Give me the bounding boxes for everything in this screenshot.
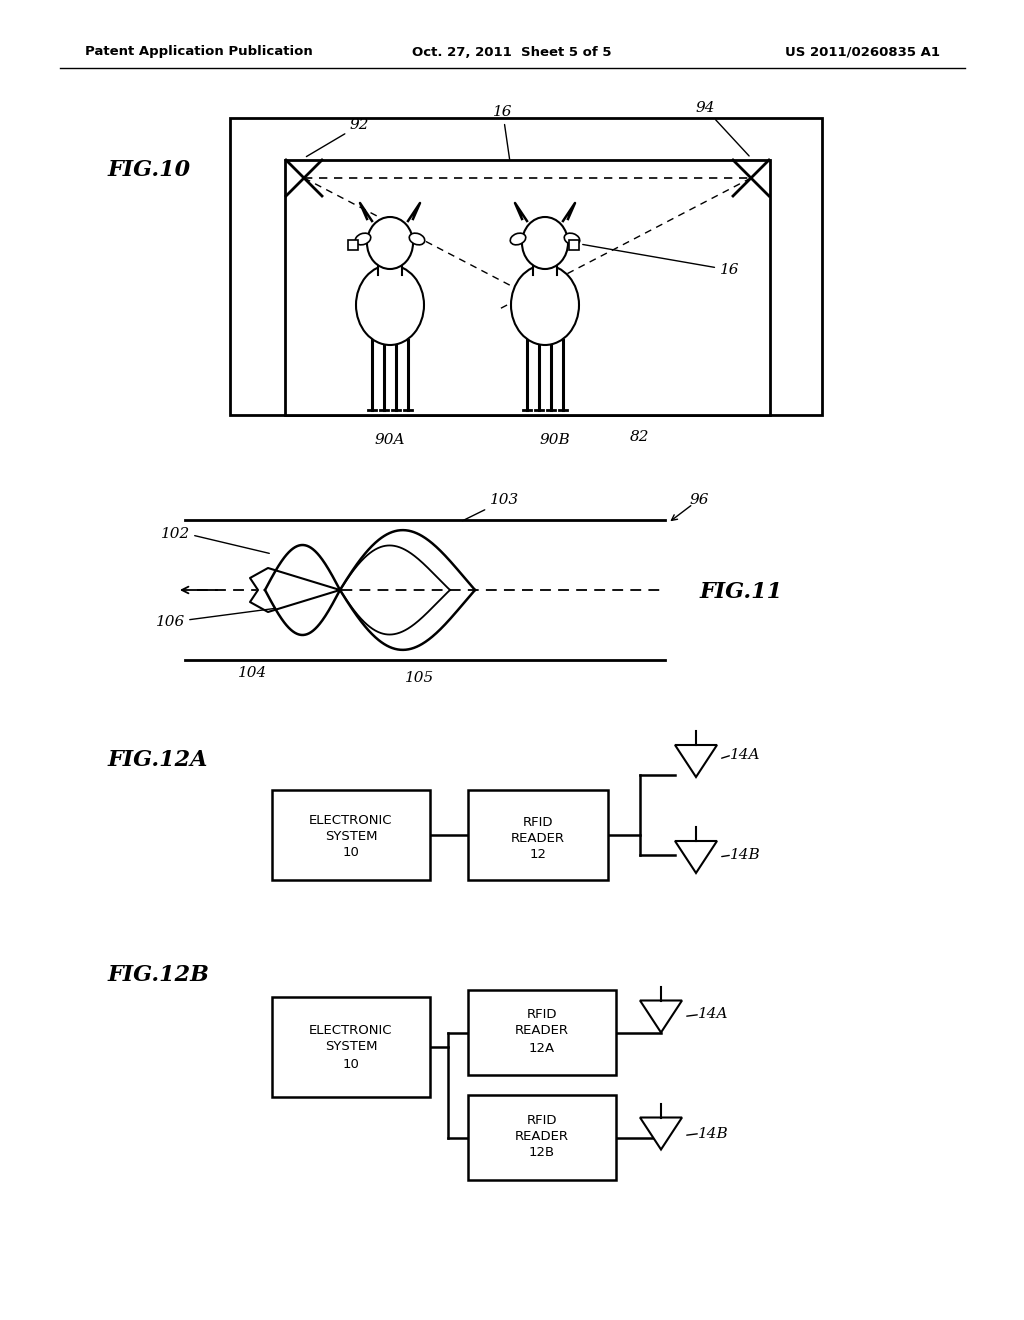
Text: 10: 10 [343,1059,359,1072]
Bar [230,117,822,414]
Bar [468,789,608,880]
Text: Oct. 27, 2011  Sheet 5 of 5: Oct. 27, 2011 Sheet 5 of 5 [413,45,611,58]
Bar [468,990,616,1074]
Text: SYSTEM: SYSTEM [325,829,377,842]
Text: 82: 82 [630,430,650,444]
Ellipse shape [410,234,425,244]
Polygon shape [675,744,717,777]
Bar [272,789,430,880]
Bar [569,240,579,249]
Text: READER: READER [515,1130,569,1143]
Ellipse shape [564,234,580,244]
Text: 14B: 14B [698,1126,729,1140]
Polygon shape [640,1001,682,1032]
Text: FIG.12A: FIG.12A [108,748,208,771]
Text: 10: 10 [343,846,359,858]
Text: READER: READER [515,1024,569,1038]
Text: FIG.10: FIG.10 [108,158,191,181]
Text: 12B: 12B [529,1147,555,1159]
Bar [534,257,557,275]
Text: 12: 12 [529,849,547,862]
Ellipse shape [355,234,371,244]
Text: RFID: RFID [522,816,553,829]
Text: SYSTEM: SYSTEM [325,1040,377,1053]
Text: 96: 96 [690,492,710,507]
Bar [285,160,770,414]
Polygon shape [640,1118,682,1150]
Text: 90A: 90A [375,433,406,447]
Text: 106: 106 [156,615,185,630]
Bar [348,240,358,249]
Text: Patent Application Publication: Patent Application Publication [85,45,312,58]
Text: RFID: RFID [526,1114,557,1126]
Text: 16: 16 [583,244,739,277]
Text: 16: 16 [493,106,512,160]
Text: US 2011/0260835 A1: US 2011/0260835 A1 [785,45,940,58]
Text: 105: 105 [406,671,434,685]
Bar [378,257,402,275]
Text: 14A: 14A [730,748,761,762]
Text: READER: READER [511,832,565,845]
Text: 102: 102 [161,527,190,541]
Text: 94: 94 [695,102,750,156]
Text: ELECTRONIC: ELECTRONIC [309,813,393,826]
Text: 92: 92 [306,117,370,157]
Text: FIG.12B: FIG.12B [108,964,210,986]
Ellipse shape [356,265,424,345]
Ellipse shape [367,216,413,269]
Ellipse shape [522,216,568,269]
Ellipse shape [510,234,525,244]
Text: 14A: 14A [698,1007,728,1022]
Text: ELECTRONIC: ELECTRONIC [309,1024,393,1038]
Text: RFID: RFID [526,1008,557,1022]
Polygon shape [675,841,717,873]
Polygon shape [250,568,340,612]
Ellipse shape [511,265,579,345]
Bar [272,997,430,1097]
Text: 103: 103 [463,492,519,521]
Text: 12A: 12A [529,1041,555,1055]
Text: FIG.11: FIG.11 [700,581,783,603]
Text: 90B: 90B [540,433,570,447]
Text: 14B: 14B [730,847,761,862]
Text: 104: 104 [239,667,267,680]
Bar [468,1096,616,1180]
